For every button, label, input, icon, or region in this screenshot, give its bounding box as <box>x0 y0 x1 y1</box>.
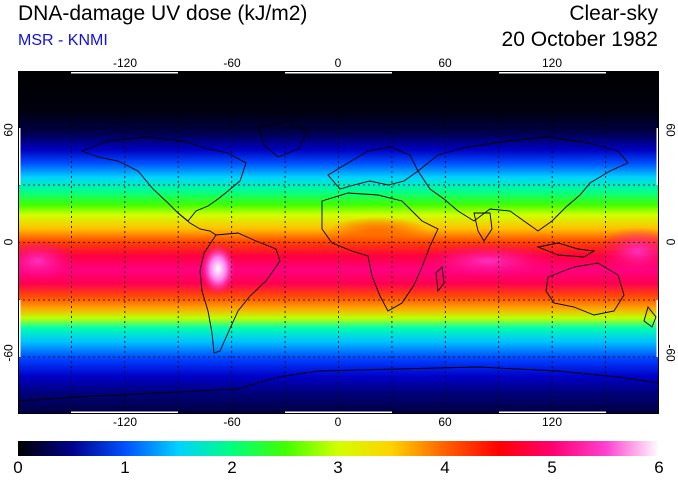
coast-new-zealand <box>643 306 657 328</box>
lon-label-bottom-e60: 60 <box>438 415 452 429</box>
coastlines <box>18 120 659 402</box>
coast-asia <box>417 136 629 232</box>
lat-label-left-s60: -60 <box>1 344 16 362</box>
colorbar-tick-5: 5 <box>547 458 557 477</box>
map-date: 20 October 1982 <box>501 28 658 51</box>
lon-label-bottom-0: 0 <box>334 415 342 429</box>
colorbar-tick-1: 1 <box>120 458 130 477</box>
coast-africa <box>321 192 439 312</box>
graticule <box>18 71 659 414</box>
coast-greenland <box>257 120 309 158</box>
coast-madagascar <box>435 266 445 293</box>
lat-label-left-n60: 60 <box>1 123 16 137</box>
lat-label-right-0: 0 <box>663 238 678 246</box>
high-dose-east-pacific <box>598 227 659 275</box>
sky-condition: Clear-sky <box>569 2 658 25</box>
lon-label-top-e60: 60 <box>438 56 452 70</box>
coast-australia <box>545 262 625 316</box>
coast-south-america <box>199 232 281 354</box>
coast-central-america <box>177 212 217 236</box>
lon-label-top-w60: -60 <box>223 56 241 70</box>
lat-label-right-s60: -60 <box>663 344 678 362</box>
lon-label-bottom-w60: -60 <box>223 415 241 429</box>
lon-label-bottom-w120: -120 <box>112 415 138 429</box>
high-dose-indian-ocean <box>418 243 558 279</box>
colorbar-tick-3: 3 <box>333 458 343 477</box>
colorbar-tick-2: 2 <box>227 458 237 477</box>
colorbar-tick-6: 6 <box>654 458 664 477</box>
lon-label-top-0: 0 <box>334 56 342 70</box>
uv-dose-map <box>18 71 659 414</box>
lat-label-left-0: 0 <box>1 238 16 246</box>
coast-antarctica <box>18 366 659 402</box>
source-label: MSR - KNMI <box>18 32 108 49</box>
colorbar <box>18 441 659 456</box>
high-dose-andes <box>200 243 236 295</box>
lat-label-right-n60: 60 <box>663 123 678 137</box>
coast-europe <box>327 146 419 190</box>
moderate-dose-sahara <box>328 217 428 245</box>
coast-north-america <box>80 136 247 222</box>
high-dose-west-pacific <box>18 239 78 283</box>
colorbar-fill <box>18 441 659 456</box>
lon-label-bottom-e120: 120 <box>541 415 563 429</box>
lon-label-top-e120: 120 <box>541 56 563 70</box>
colorbar-tick-4: 4 <box>440 458 450 477</box>
lon-label-top-w120: -120 <box>112 56 138 70</box>
coast-india <box>473 212 493 242</box>
coast-indonesia <box>536 242 596 258</box>
colorbar-tick-0: 0 <box>13 458 23 477</box>
map-title: DNA-damage UV dose (kJ/m2) <box>18 2 308 25</box>
map-frame <box>18 71 659 414</box>
